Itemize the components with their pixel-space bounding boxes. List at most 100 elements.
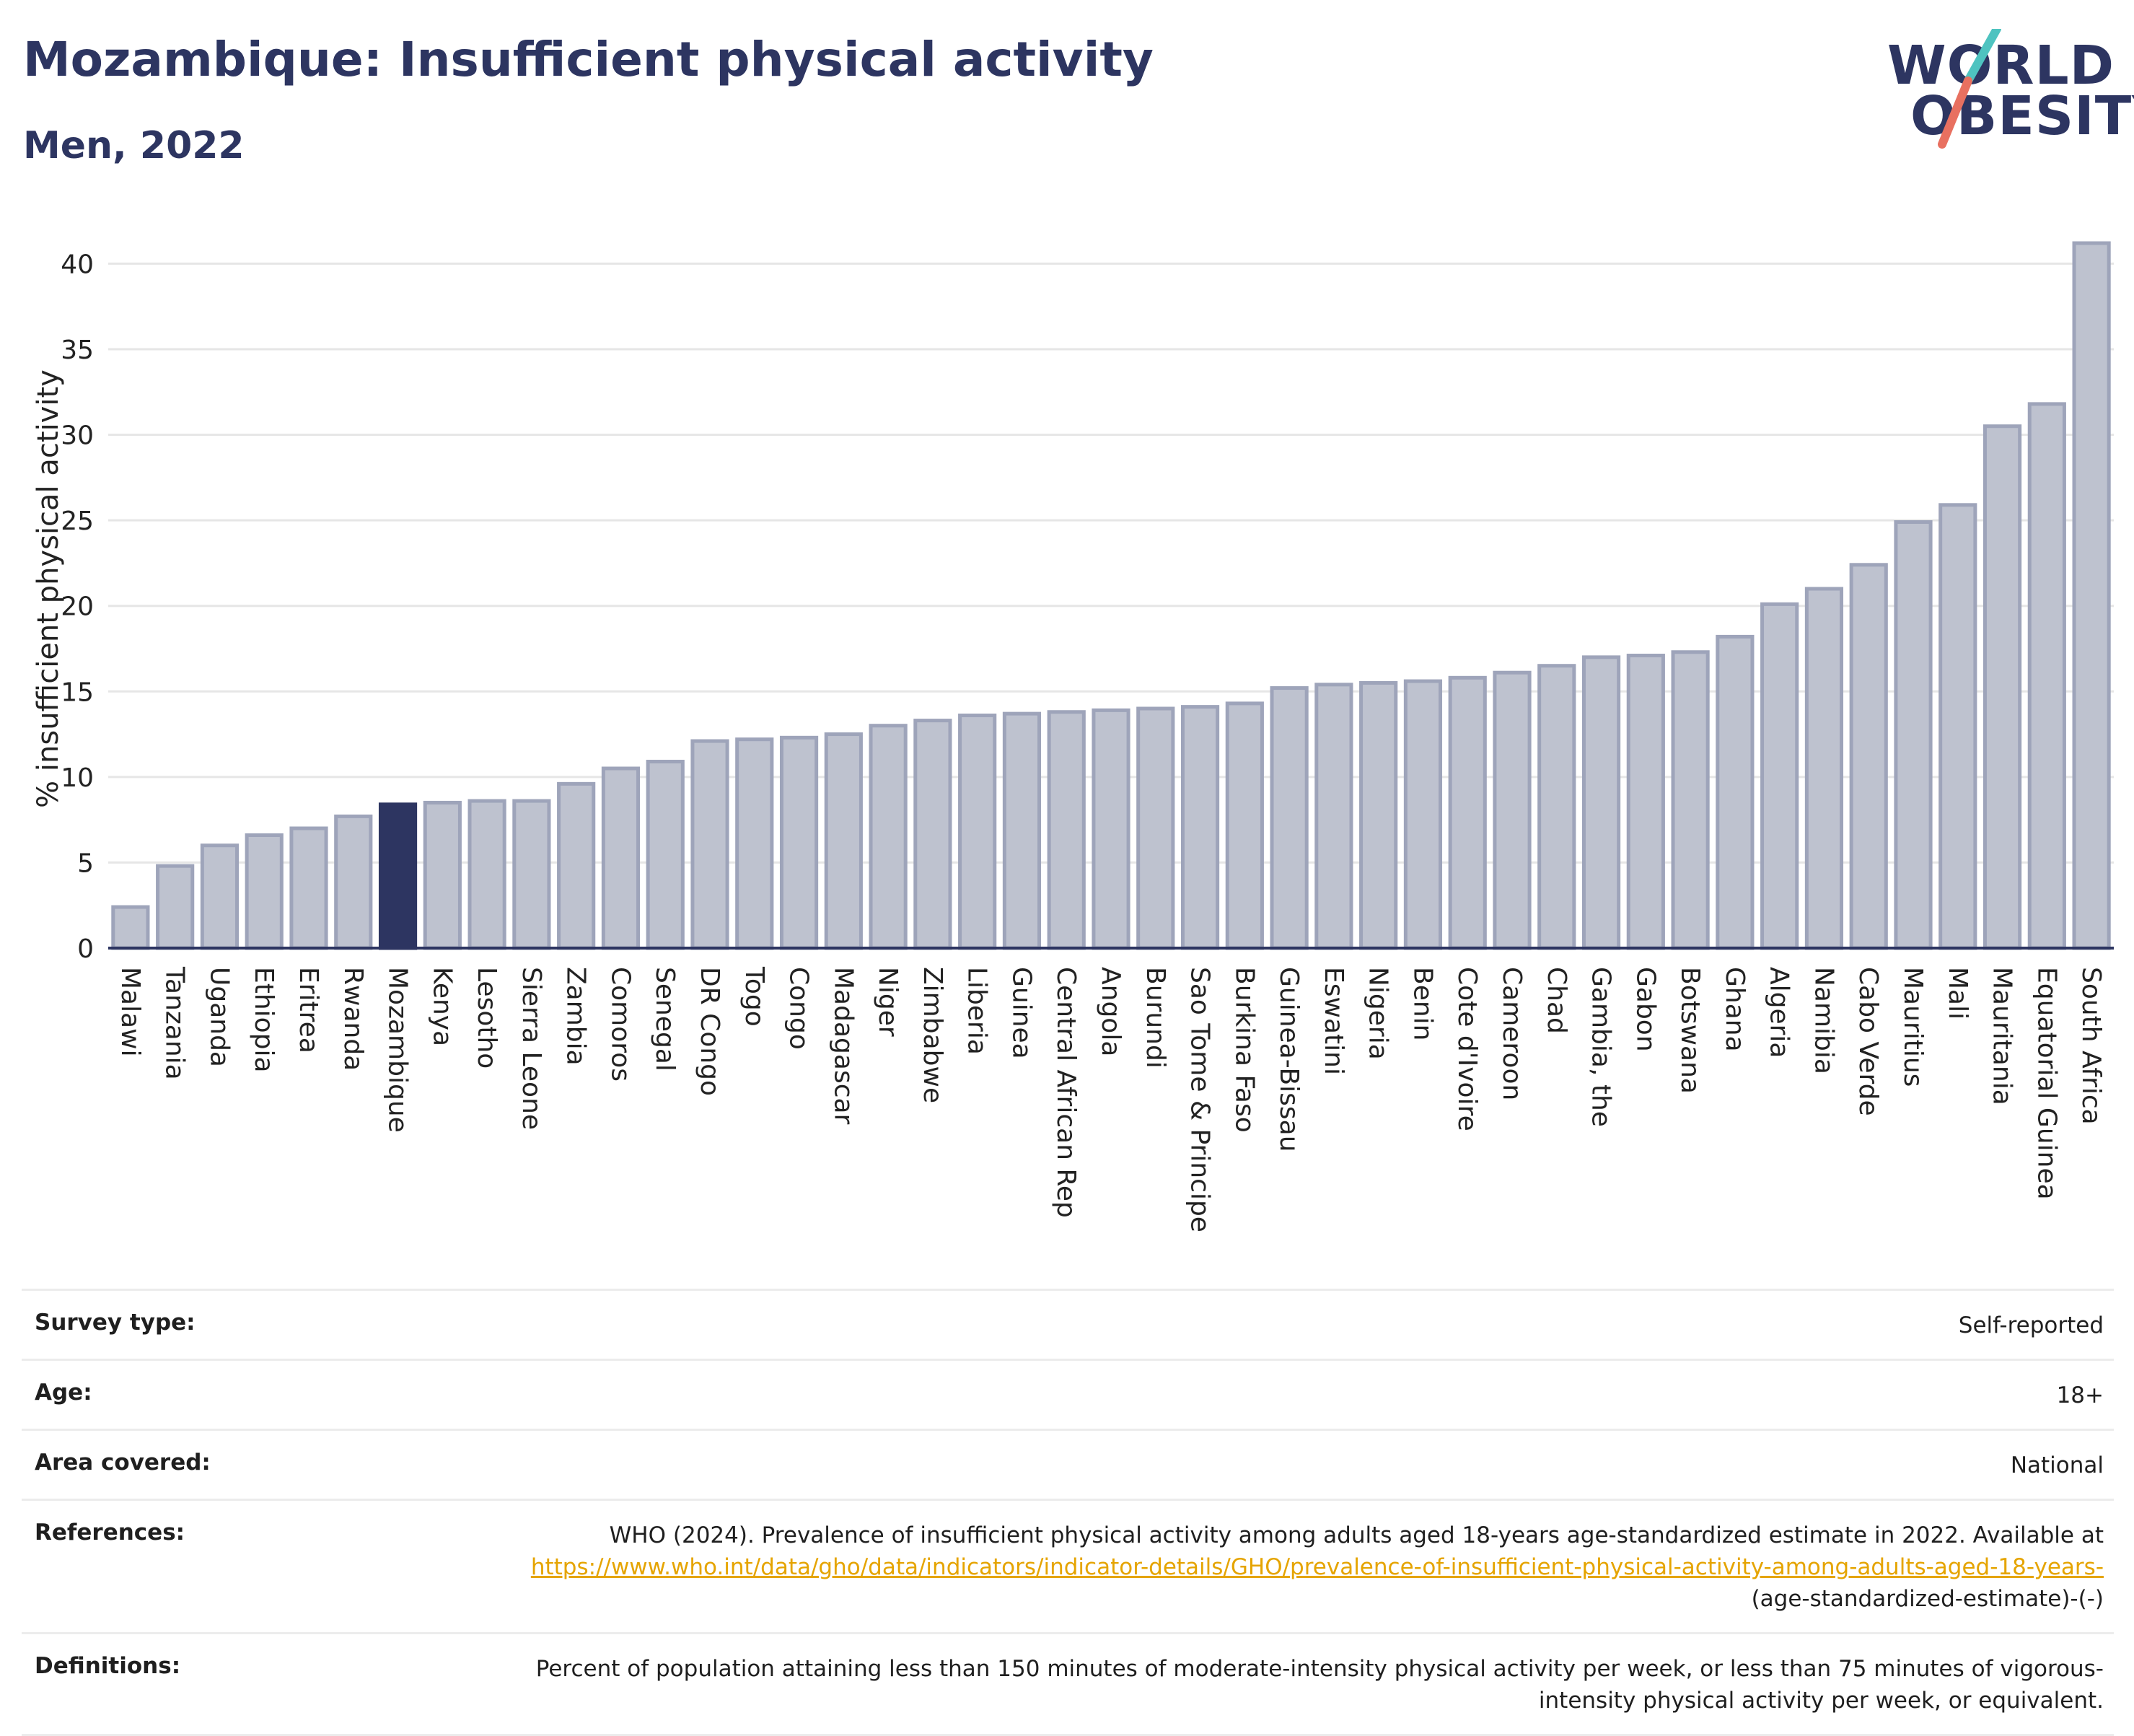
references-text: WHO (2024). Prevalence of insufficient p… bbox=[609, 1522, 2104, 1549]
bar bbox=[334, 814, 373, 950]
x-tick-label: Ghana bbox=[1720, 967, 1749, 1052]
survey-type-value: Self-reported bbox=[1958, 1312, 2104, 1338]
x-tick-label: Gambia, the bbox=[1586, 967, 1616, 1127]
y-axis-label: % insufficient physical activity bbox=[32, 369, 65, 808]
x-tick-label: Central African Rep bbox=[1051, 967, 1081, 1218]
chart-title: Mozambique: Insufficient physical activi… bbox=[23, 32, 1154, 87]
y-tick-label: 35 bbox=[61, 336, 94, 365]
bar bbox=[156, 864, 195, 950]
bar bbox=[1180, 705, 1220, 950]
x-tick-label: Mauritius bbox=[1898, 967, 1928, 1087]
metadata-table: Survey type: Self-reported Age: 18+ Area… bbox=[22, 1289, 2114, 1736]
world-obesity-logo: WORLD OBESITY bbox=[1876, 29, 2134, 159]
bar bbox=[1581, 655, 1621, 950]
x-tick-label: Equatorial Guinea bbox=[2032, 967, 2061, 1200]
bar bbox=[512, 799, 551, 950]
x-tick-label: Cote d'Ivoire bbox=[1452, 967, 1482, 1131]
meta-row-definitions: Definitions: Percent of population attai… bbox=[22, 1632, 2114, 1736]
x-tick-label: Mauritania bbox=[1988, 967, 2017, 1105]
bar bbox=[869, 724, 908, 950]
x-tick-label: Lesotho bbox=[472, 967, 501, 1069]
x-tick-label: Sao Tome & Principe bbox=[1185, 967, 1215, 1232]
x-tick-label: Mali bbox=[1943, 967, 1972, 1020]
bar bbox=[824, 732, 863, 950]
bar bbox=[1359, 680, 1398, 950]
age-label: Age: bbox=[35, 1380, 92, 1406]
bar bbox=[1314, 683, 1353, 950]
bar bbox=[1403, 679, 1443, 950]
x-tick-label: Nigeria bbox=[1364, 967, 1393, 1060]
bar bbox=[646, 760, 685, 950]
bar bbox=[779, 735, 819, 950]
x-tick-label: DR Congo bbox=[695, 967, 724, 1096]
area-label: Area covered: bbox=[35, 1450, 211, 1476]
meta-row-survey-type: Survey type: Self-reported bbox=[22, 1289, 2114, 1359]
x-tick-label: Senegal bbox=[650, 967, 680, 1071]
x-tick-label: South Africa bbox=[2076, 967, 2106, 1125]
area-value: National bbox=[2010, 1452, 2104, 1479]
x-tick-label: Niger bbox=[873, 967, 903, 1037]
y-tick-label: 20 bbox=[61, 592, 94, 622]
bar bbox=[200, 843, 240, 950]
x-tick-label: Gabon bbox=[1630, 967, 1660, 1052]
x-tick-label: Guinea-Bissau bbox=[1274, 967, 1304, 1152]
x-tick-label: Cabo Verde bbox=[1853, 967, 1883, 1116]
x-tick-label: Guinea bbox=[1006, 967, 1036, 1059]
bar bbox=[2027, 402, 2066, 950]
x-tick-label: Burundi bbox=[1141, 967, 1170, 1069]
y-tick-label: 15 bbox=[61, 678, 94, 707]
y-tick-label: 5 bbox=[77, 849, 94, 878]
x-tick-label: Cameroon bbox=[1497, 967, 1527, 1100]
bar bbox=[1894, 520, 1933, 950]
y-tick-label: 25 bbox=[61, 507, 94, 536]
bar bbox=[2072, 241, 2111, 950]
y-tick-label: 0 bbox=[77, 934, 94, 964]
references-label: References: bbox=[35, 1520, 185, 1546]
x-tick-label: Congo bbox=[784, 967, 814, 1050]
x-tick-label: Eswatini bbox=[1319, 967, 1348, 1075]
x-tick-label: Comoros bbox=[605, 967, 635, 1082]
x-tick-label: Benin bbox=[1408, 967, 1437, 1040]
bar-chart: 0 5 10 15 20 25 30 35 40 % insufficient physical … bbox=[32, 241, 2114, 1232]
bar bbox=[467, 799, 506, 950]
x-tick-label: Eritrea bbox=[294, 967, 323, 1053]
meta-row-references: References: WHO (2024). Prevalence of in… bbox=[22, 1499, 2114, 1632]
logo-slash-icon bbox=[1938, 29, 2001, 149]
bar bbox=[1493, 670, 1532, 950]
bar bbox=[1716, 634, 1755, 950]
x-tick-label: Chad bbox=[1542, 967, 1571, 1034]
definitions-value: Percent of population attaining less tha… bbox=[535, 1656, 2104, 1714]
x-tick-label: Liberia bbox=[962, 967, 992, 1055]
bar bbox=[1626, 653, 1665, 950]
x-tick-label: Zimbabwe bbox=[918, 967, 947, 1103]
x-tick-label: Burkina Faso bbox=[1229, 967, 1259, 1133]
x-tick-label: Botswana bbox=[1675, 967, 1705, 1094]
references-value: WHO (2024). Prevalence of insufficient p… bbox=[473, 1520, 2114, 1615]
bar bbox=[111, 905, 150, 950]
x-tick-label: Algeria bbox=[1765, 967, 1794, 1058]
references-link[interactable]: https://www.who.int/data/gho/data/indica… bbox=[530, 1554, 2104, 1581]
bar bbox=[1804, 587, 1844, 950]
bar bbox=[1849, 563, 1888, 950]
x-tick-label: Madagascar bbox=[828, 967, 858, 1125]
bar bbox=[378, 802, 418, 950]
bar bbox=[289, 826, 328, 950]
bar bbox=[913, 719, 952, 950]
logo-line-1: WORLD bbox=[1887, 35, 2115, 97]
x-tick-label: Rwanda bbox=[338, 967, 368, 1071]
bar bbox=[1047, 710, 1086, 950]
x-tick-label: Malawi bbox=[115, 967, 145, 1057]
bar bbox=[557, 781, 596, 950]
x-tick-label: Mozambique bbox=[383, 967, 413, 1133]
x-tick-label: Angola bbox=[1096, 967, 1125, 1056]
x-tick-label: Sierra Leone bbox=[517, 967, 546, 1130]
survey-type-label: Survey type: bbox=[35, 1310, 196, 1336]
x-tick-label: Namibia bbox=[1809, 967, 1838, 1074]
bar bbox=[1270, 686, 1309, 950]
meta-row-area: Area covered: National bbox=[22, 1429, 2114, 1499]
x-tick-label: Kenya bbox=[427, 967, 457, 1046]
x-tick-label: Togo bbox=[739, 966, 769, 1027]
bar bbox=[245, 833, 284, 950]
y-tick-label: 10 bbox=[61, 763, 94, 793]
bar bbox=[1092, 708, 1130, 950]
